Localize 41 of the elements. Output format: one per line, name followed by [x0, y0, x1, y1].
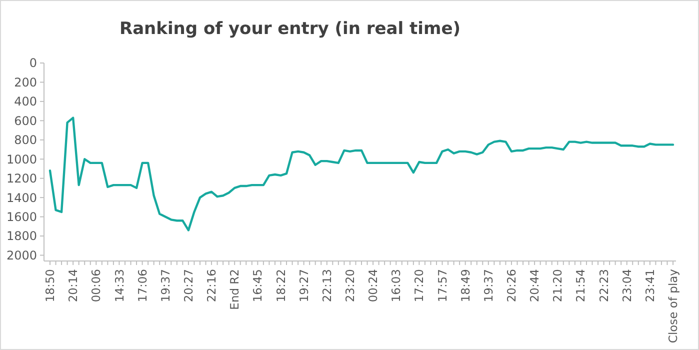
chart-title: Ranking of your entry (in real time): [119, 19, 461, 39]
x-tick-label: 23:20: [342, 269, 357, 302]
x-tick-label: End R2: [228, 269, 242, 310]
x-tick-label: 14:33: [112, 269, 126, 302]
x-tick-label: 21:20: [550, 269, 565, 302]
x-tick-label: 18:49: [458, 269, 472, 302]
y-tick-label: 600: [14, 114, 37, 128]
x-tick-label: 20:26: [504, 269, 519, 302]
x-tick-label: 23:41: [642, 269, 657, 302]
x-tick-label: 19:37: [481, 269, 496, 302]
x-tick-label: 20:27: [181, 269, 196, 302]
y-tick-label: 1800: [6, 229, 37, 244]
y-tick-label: 1200: [6, 172, 37, 186]
x-tick-label: 18:50: [43, 269, 58, 302]
y-tick-label: 1600: [6, 210, 37, 224]
x-tick-label: 17:20: [412, 269, 426, 302]
y-tick-label: 1000: [6, 152, 37, 166]
x-tick-label: 22:13: [320, 269, 334, 302]
y-tick-label: 400: [14, 94, 37, 109]
x-tick-label: 22:16: [204, 269, 219, 302]
x-tick-label: 23:04: [620, 269, 634, 302]
x-tick-label: 18:22: [274, 269, 288, 302]
y-tick-label: 800: [14, 133, 37, 148]
x-tick-label: 20:44: [528, 269, 542, 302]
line-series: [48, 116, 674, 232]
x-tick-label: 17:06: [135, 269, 150, 302]
x-tick-label: 16:03: [389, 269, 404, 302]
y-tick-label: 200: [14, 75, 37, 90]
x-tick-label: 22:23: [596, 269, 611, 302]
x-tick-label: 16:45: [250, 269, 265, 302]
y-tick-label: 2000: [6, 248, 37, 262]
x-tick-label: 00:06: [89, 269, 104, 302]
y-tick-label: 1400: [6, 190, 37, 205]
x-tick-label: 19:37: [158, 269, 172, 302]
x-tick-label: 20:14: [66, 269, 80, 302]
x-tick-label: 17:57: [435, 269, 450, 302]
y-tick-label: 0: [29, 56, 37, 70]
x-tick-label: Close of play: [666, 268, 680, 344]
x-tick-label: 00:24: [366, 269, 380, 302]
x-tick-label: 21:54: [574, 269, 588, 302]
x-tick-label: 19:27: [296, 269, 311, 302]
